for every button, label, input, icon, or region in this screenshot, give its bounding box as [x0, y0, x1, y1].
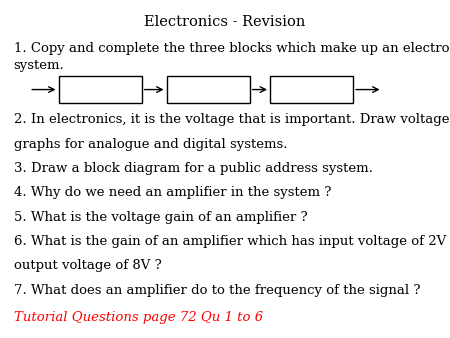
Text: 5. What is the voltage gain of an amplifier ?: 5. What is the voltage gain of an amplif…: [14, 211, 307, 223]
Bar: [166, 76, 250, 103]
Text: 3. Draw a block diagram for a public address system.: 3. Draw a block diagram for a public add…: [14, 162, 373, 175]
Text: Electronics - Revision: Electronics - Revision: [144, 15, 306, 29]
Text: 1. Copy and complete the three blocks which make up an electronic
system.: 1. Copy and complete the three blocks wh…: [14, 42, 450, 72]
Text: 7. What does an amplifier do to the frequency of the signal ?: 7. What does an amplifier do to the freq…: [14, 284, 420, 296]
Bar: [270, 76, 353, 103]
Bar: [58, 76, 142, 103]
Text: 4. Why do we need an amplifier in the system ?: 4. Why do we need an amplifier in the sy…: [14, 186, 331, 199]
Text: output voltage of 8V ?: output voltage of 8V ?: [14, 259, 161, 272]
Text: graphs for analogue and digital systems.: graphs for analogue and digital systems.: [14, 138, 287, 150]
Text: Tutorial Questions page 72 Qu 1 to 6: Tutorial Questions page 72 Qu 1 to 6: [14, 312, 263, 324]
Text: 6. What is the gain of an amplifier which has input voltage of 2V and: 6. What is the gain of an amplifier whic…: [14, 235, 450, 248]
Text: 2. In electronics, it is the voltage that is important. Draw voltage time: 2. In electronics, it is the voltage tha…: [14, 113, 450, 126]
